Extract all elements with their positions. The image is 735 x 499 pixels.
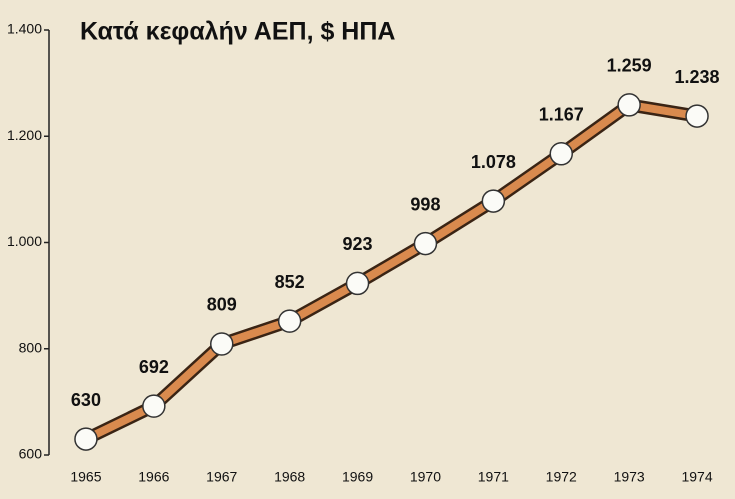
y-tick-label: 1.200 bbox=[7, 127, 42, 143]
marker bbox=[210, 332, 234, 356]
marker bbox=[345, 271, 370, 296]
y-tick-label: 1.000 bbox=[7, 233, 42, 249]
chart-title: Κατά κεφαλήν ΑΕΠ, $ ΗΠΑ bbox=[80, 18, 395, 46]
line bbox=[84, 100, 698, 443]
value-label: 809 bbox=[207, 295, 237, 315]
marker bbox=[74, 427, 98, 451]
y-tick-label: 800 bbox=[19, 339, 43, 355]
y-tick-label: 1.400 bbox=[7, 21, 42, 37]
value-label: 998 bbox=[410, 194, 440, 214]
marker bbox=[413, 231, 438, 256]
marker bbox=[617, 93, 641, 117]
x-tick-label: 1970 bbox=[410, 469, 441, 485]
value-label: 1.078 bbox=[471, 152, 516, 172]
x-tick-label: 1972 bbox=[546, 469, 577, 485]
x-tick-label: 1969 bbox=[342, 469, 373, 485]
marker bbox=[142, 394, 166, 418]
value-label: 1.259 bbox=[607, 56, 652, 76]
value-label: 1.238 bbox=[675, 67, 720, 87]
x-tick-label: 1973 bbox=[614, 469, 645, 485]
x-tick-label: 1966 bbox=[138, 469, 169, 485]
x-tick-label: 1967 bbox=[206, 469, 237, 485]
value-label: 630 bbox=[71, 390, 101, 410]
value-label: 923 bbox=[343, 234, 373, 254]
x-tick-label: 1965 bbox=[70, 469, 101, 485]
value-label: 1.167 bbox=[539, 105, 584, 125]
y-tick-label: 600 bbox=[19, 446, 43, 462]
marker bbox=[685, 104, 709, 128]
x-tick-label: 1971 bbox=[478, 469, 509, 485]
marker bbox=[277, 309, 302, 333]
marker bbox=[481, 189, 506, 213]
marker bbox=[549, 142, 573, 166]
x-tick-label: 1968 bbox=[274, 469, 305, 485]
value-label: 852 bbox=[275, 272, 305, 292]
x-tick-label: 1974 bbox=[681, 469, 712, 485]
value-label: 692 bbox=[139, 357, 169, 377]
